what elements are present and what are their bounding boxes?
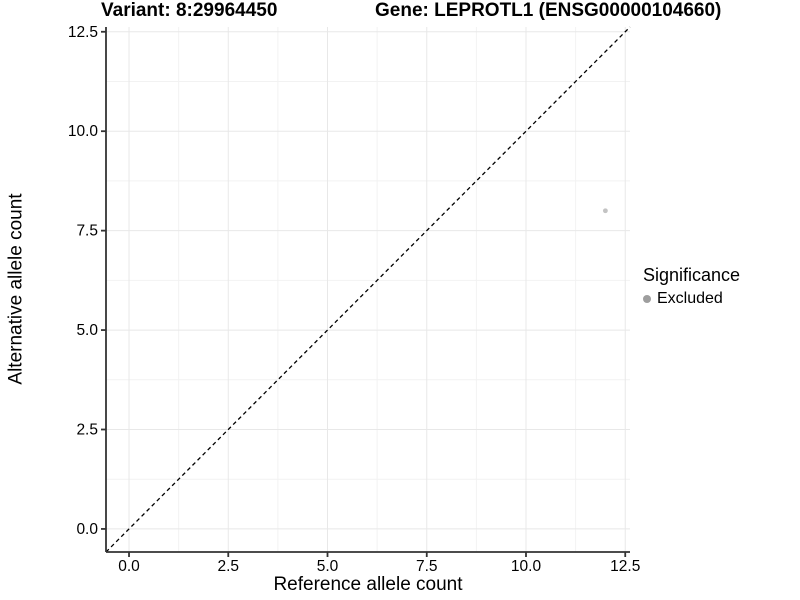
x-tick-label: 2.5 [217,558,239,575]
legend-item-label: Excluded [657,290,723,307]
x-tick-label: 0.0 [118,558,140,575]
y-tick-label: 5.0 [76,322,98,339]
y-axis-title: Alternative allele count [5,193,27,385]
x-axis-title: Reference allele count [273,574,463,595]
data-point[interactable] [602,208,608,214]
identity-dashed-line [105,26,631,553]
x-tick-label: 10.0 [511,558,542,575]
legend: Significance Excluded [643,264,740,308]
y-tick-label: 0.0 [76,521,98,538]
variant-title: Variant: 8:29964450 [101,0,278,21]
x-tick-label: 5.0 [317,558,339,575]
gene-title: Gene: LEPROTL1 (ENSG00000104660) [375,0,722,21]
legend-key-dot-icon [643,294,651,303]
legend-items: Excluded [643,289,740,308]
legend-item: Excluded [643,289,740,308]
legend-title: Significance [643,265,741,285]
y-tick-label: 10.0 [68,123,99,140]
y-tick-label: 12.5 [68,24,98,41]
y-tick-label: 2.5 [76,422,98,439]
y-tick-label: 7.5 [76,223,98,240]
x-tick-label: 12.5 [610,558,640,575]
x-tick-label: 7.5 [416,558,438,575]
